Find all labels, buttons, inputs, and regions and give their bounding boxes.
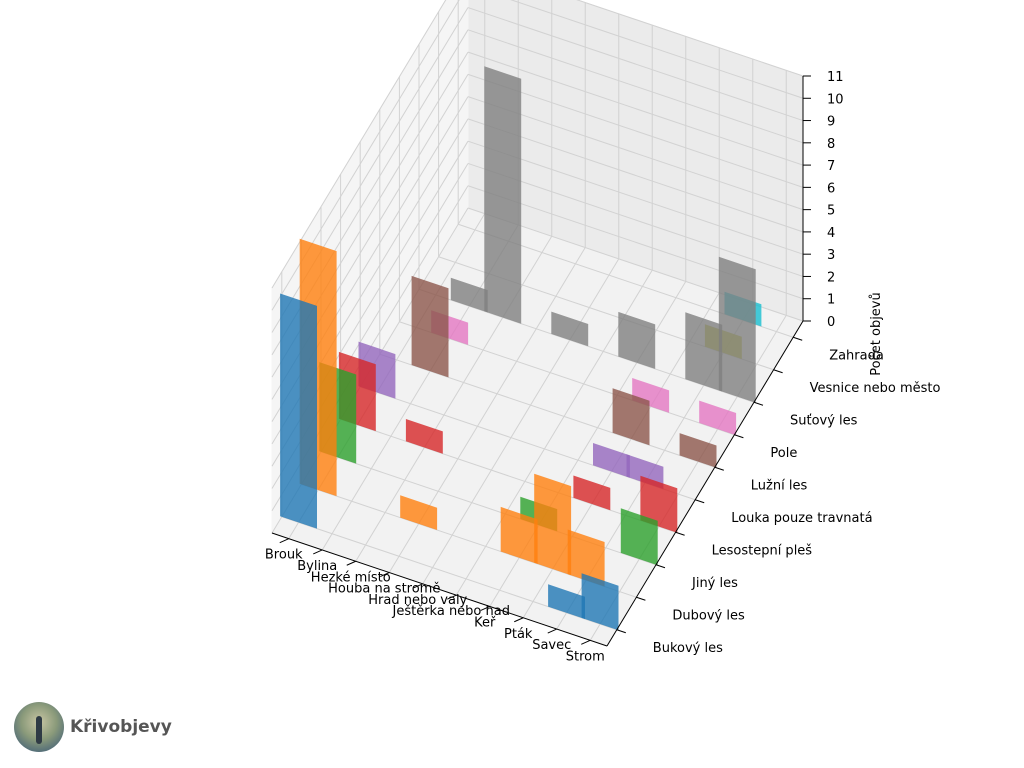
y-axis-line <box>606 320 804 647</box>
bar <box>567 529 605 587</box>
y-grid-line <box>379 353 715 468</box>
x-tick-label: Ještěrka nebo had <box>392 604 510 619</box>
y-tick-label: Louka pouze travnatá <box>731 511 872 526</box>
bar <box>450 277 488 313</box>
z-grid-line <box>467 162 804 277</box>
z-tick-label: 1 <box>827 293 835 308</box>
z-tick-label: 10 <box>827 92 844 107</box>
x-tick-label: Houba na stromě <box>328 582 440 597</box>
x-tick <box>547 628 557 634</box>
y-tick-label: Dubový les <box>672 608 745 623</box>
bar <box>699 400 737 436</box>
brand-name: Křivobjevy <box>70 717 172 737</box>
bar <box>548 584 585 619</box>
y-grid-line <box>340 418 676 533</box>
x-tick-label: Keř <box>474 615 496 630</box>
bar <box>534 473 572 576</box>
bar <box>626 454 664 489</box>
brand-logo: Křivobjevy <box>14 702 172 752</box>
z-tick-label: 8 <box>827 137 835 152</box>
x-tick <box>313 549 323 555</box>
z-tick-label: 6 <box>827 181 835 196</box>
x-grid-line <box>422 258 620 585</box>
tree-photo-logo-icon <box>14 702 64 752</box>
z-grid-line <box>576 0 804 77</box>
y-tick <box>636 596 646 601</box>
bar <box>551 311 589 347</box>
z-grid-line <box>510 0 804 99</box>
x-tick-label: Hrad nebo valy <box>368 593 467 608</box>
x-tick <box>581 639 591 645</box>
x-tick <box>413 583 423 589</box>
bars <box>280 66 762 631</box>
x-tick-label: Savec <box>532 638 571 653</box>
y-tick-label: Vesnice nebo město <box>810 381 941 396</box>
x-tick-label: Strom <box>566 649 605 664</box>
y-tick <box>616 629 626 634</box>
bar <box>593 443 630 478</box>
z-grid-line <box>467 140 804 255</box>
y-tick-label: Pole <box>770 446 797 461</box>
y-tick-label: Bukový les <box>653 641 723 656</box>
x-tick-label: Brouk <box>265 548 303 563</box>
y-tick <box>753 401 764 406</box>
z-tick-label: 5 <box>827 204 835 219</box>
y-tick <box>695 499 705 504</box>
y-tick-label: Lesostepní pleš <box>712 543 813 558</box>
x-axis-line <box>271 532 608 647</box>
bar <box>280 293 317 529</box>
bar <box>500 506 538 564</box>
x-tick-label: Hezké místo <box>311 570 391 585</box>
bar <box>400 495 438 530</box>
y-tick-label: Zahrada <box>829 348 884 363</box>
y-tick <box>655 564 666 569</box>
bar <box>618 311 656 369</box>
y-tick <box>675 531 685 536</box>
z-tick-label: 9 <box>827 115 835 130</box>
x-tick-label: Bylina <box>297 559 337 574</box>
x-tick <box>380 572 390 578</box>
z-tick-label: 2 <box>827 270 835 285</box>
z-tick-label: 3 <box>827 248 835 263</box>
z-tick-label: 4 <box>827 226 835 241</box>
y-tick <box>773 369 783 374</box>
y-tick-label: Jiný les <box>691 576 738 591</box>
y-tick <box>714 466 724 471</box>
z-grid-line <box>271 0 447 289</box>
x-tick <box>279 538 289 544</box>
y-grid-line <box>399 321 735 436</box>
bar <box>411 275 449 378</box>
x-tick-label: Pták <box>504 627 533 642</box>
bar <box>632 378 670 413</box>
bar <box>612 388 650 446</box>
z-grid-line <box>467 51 804 166</box>
z-tick-label: 0 <box>827 315 835 330</box>
bar <box>685 312 723 392</box>
bar <box>679 433 717 468</box>
bar <box>718 256 756 403</box>
z-grid-line <box>467 29 804 144</box>
z-grid-line <box>467 96 804 211</box>
x-tick <box>514 617 524 623</box>
y-tick <box>734 434 744 439</box>
y-tick-label: Suťový les <box>790 413 858 428</box>
bar <box>581 573 619 631</box>
bar <box>620 508 658 566</box>
z-grid-line <box>467 73 804 188</box>
x-tick <box>346 560 356 566</box>
z-tick-label: 7 <box>827 159 835 174</box>
z-axis-label: Počet objevů <box>869 292 884 375</box>
bar <box>573 475 611 511</box>
z-tick-label: 11 <box>827 70 844 85</box>
bar <box>405 419 443 454</box>
bar <box>484 66 522 324</box>
x-tick <box>447 594 457 600</box>
y-tick <box>793 336 803 341</box>
y-tick-label: Lužní les <box>751 478 808 493</box>
z-grid-line <box>467 118 804 233</box>
z-grid-line <box>467 7 804 122</box>
x-tick <box>480 605 490 611</box>
